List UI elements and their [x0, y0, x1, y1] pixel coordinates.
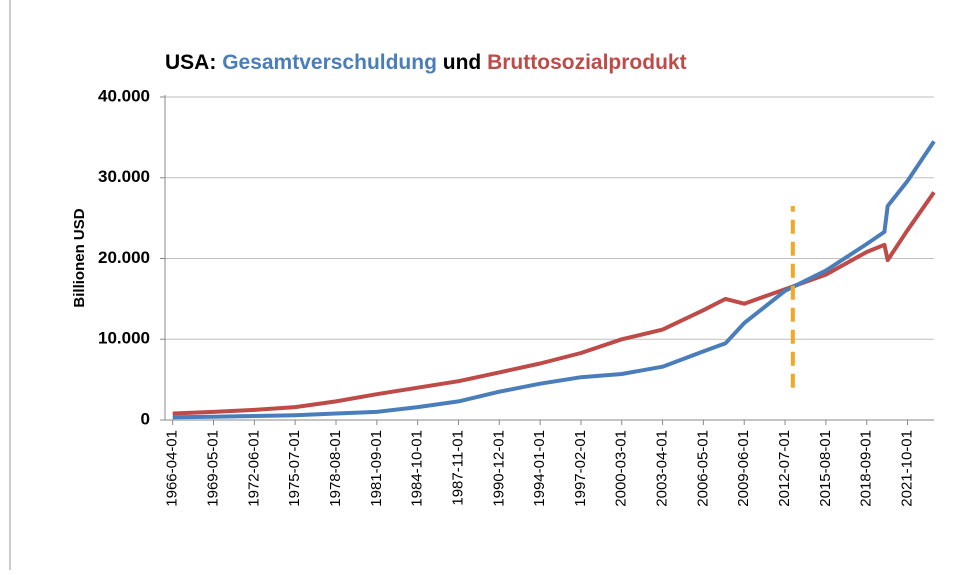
- x-tick-label: 2003-04-01: [654, 430, 671, 507]
- y-tick-label: 40.000: [98, 86, 150, 105]
- x-tick-label: 2018-09-01: [858, 430, 875, 507]
- x-tick-label: 2012-07-01: [776, 430, 793, 507]
- chart-title: USA: Gesamtverschuldung und Bruttosozial…: [165, 51, 687, 74]
- x-tick-label: 1975-07-01: [286, 430, 303, 507]
- y-tick-label: 0: [141, 409, 150, 428]
- x-tick-label: 1981-09-01: [368, 430, 385, 507]
- x-tick-label: 2009-06-01: [735, 430, 752, 507]
- x-tick-label: 1969-05-01: [204, 430, 221, 507]
- x-tick-label: 1994-01-01: [531, 430, 548, 507]
- title-prefix: USA:: [165, 51, 216, 74]
- y-axis-label: Billionen USD: [71, 208, 88, 307]
- y-tick-label: 20.000: [98, 248, 150, 267]
- y-tick-label: 10.000: [98, 329, 150, 348]
- x-tick-label: 1984-10-01: [409, 430, 426, 507]
- x-tick-label: 1978-08-01: [327, 430, 344, 507]
- x-tick-label: 2021-10-01: [899, 430, 916, 507]
- y-tick-label: 30.000: [98, 167, 150, 186]
- title-joiner: und: [443, 51, 481, 74]
- x-tick-label: 1972-06-01: [245, 430, 262, 507]
- title-series: Bruttosozialprodukt: [487, 51, 687, 74]
- x-tick-label: 1987-11-01: [449, 430, 466, 506]
- x-tick-label: 1997-02-01: [572, 430, 589, 507]
- x-tick-label: 1966-04-01: [164, 430, 181, 507]
- x-tick-label: 1990-12-01: [490, 430, 507, 507]
- x-tick-label: 2000-03-01: [613, 430, 630, 507]
- title-series: Gesamtverschuldung: [222, 51, 437, 74]
- x-tick-label: 2015-08-01: [817, 430, 834, 507]
- x-tick-label: 2006-05-01: [694, 430, 711, 507]
- series-line: [172, 191, 936, 416]
- series-line: [172, 140, 936, 420]
